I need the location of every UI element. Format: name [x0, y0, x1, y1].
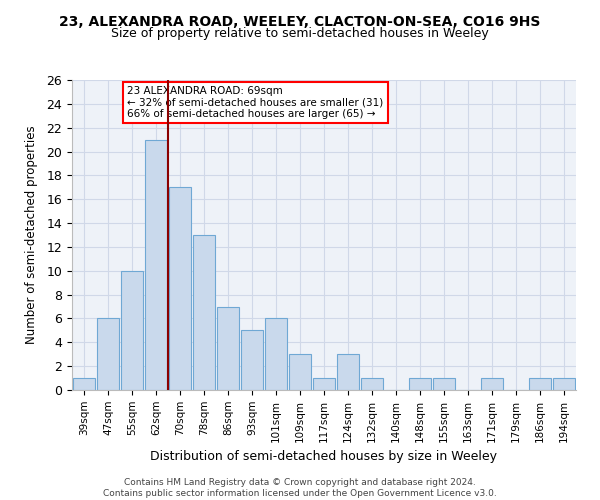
X-axis label: Distribution of semi-detached houses by size in Weeley: Distribution of semi-detached houses by … — [151, 450, 497, 463]
Bar — [361, 378, 383, 390]
Bar — [73, 378, 95, 390]
Bar — [145, 140, 167, 390]
Text: 23 ALEXANDRA ROAD: 69sqm
← 32% of semi-detached houses are smaller (31)
66% of s: 23 ALEXANDRA ROAD: 69sqm ← 32% of semi-d… — [127, 86, 383, 119]
Text: Size of property relative to semi-detached houses in Weeley: Size of property relative to semi-detach… — [111, 28, 489, 40]
Bar — [481, 378, 503, 390]
Bar — [97, 318, 119, 390]
Bar — [169, 188, 191, 390]
Text: 23, ALEXANDRA ROAD, WEELEY, CLACTON-ON-SEA, CO16 9HS: 23, ALEXANDRA ROAD, WEELEY, CLACTON-ON-S… — [59, 15, 541, 29]
Bar — [529, 378, 551, 390]
Bar — [265, 318, 287, 390]
Bar — [433, 378, 455, 390]
Bar — [121, 271, 143, 390]
Bar — [553, 378, 575, 390]
Bar — [241, 330, 263, 390]
Bar — [409, 378, 431, 390]
Y-axis label: Number of semi-detached properties: Number of semi-detached properties — [25, 126, 38, 344]
Bar — [313, 378, 335, 390]
Bar — [289, 354, 311, 390]
Bar — [217, 306, 239, 390]
Text: Contains HM Land Registry data © Crown copyright and database right 2024.
Contai: Contains HM Land Registry data © Crown c… — [103, 478, 497, 498]
Bar — [337, 354, 359, 390]
Bar — [193, 235, 215, 390]
